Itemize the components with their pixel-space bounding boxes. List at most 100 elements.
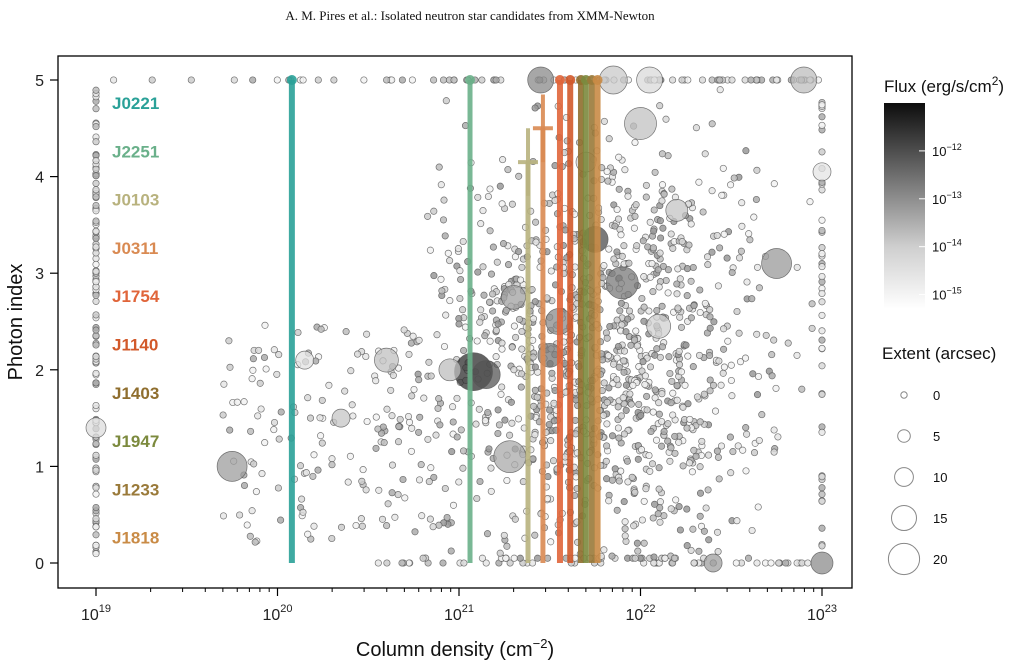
- x-tick-label: 1019: [81, 603, 111, 624]
- extent-legend-circle: [891, 505, 917, 531]
- source-point: [633, 242, 641, 250]
- source-point: [527, 66, 555, 94]
- source-point: [92, 193, 100, 201]
- source-point: [750, 213, 758, 221]
- source-point: [440, 342, 449, 351]
- source-point: [435, 521, 443, 529]
- source-point: [688, 468, 696, 476]
- candidate-labels: J0221 J2251 J0103 J0311 J1754 J1140 J1403 J1947…: [112, 94, 160, 548]
- source-point: [92, 484, 100, 492]
- source-point: [640, 273, 648, 281]
- source-point: [653, 345, 661, 353]
- source-point: [310, 451, 318, 459]
- source-point: [92, 503, 100, 512]
- source-point: [641, 380, 649, 389]
- source-point: [818, 490, 826, 498]
- source-point: [432, 431, 440, 439]
- source-point: [675, 438, 683, 446]
- source-point: [110, 76, 118, 84]
- flux-colorbar: [884, 103, 925, 309]
- source-point: [673, 290, 681, 298]
- source-point: [618, 321, 626, 329]
- source-point: [724, 337, 732, 345]
- x-tick-label: 1020: [262, 603, 292, 624]
- source-point: [92, 490, 100, 498]
- source-point: [648, 260, 656, 268]
- source-point: [479, 207, 487, 215]
- source-point: [388, 461, 397, 469]
- source-point: [665, 353, 673, 361]
- source-point: [354, 350, 362, 358]
- source-point: [613, 205, 621, 214]
- source-point: [715, 357, 723, 365]
- source-point: [631, 212, 639, 220]
- source-point: [459, 237, 467, 246]
- source-point: [383, 76, 391, 84]
- source-point: [665, 199, 689, 222]
- source-point: [374, 347, 399, 373]
- source-point: [233, 398, 241, 406]
- source-point: [248, 375, 256, 383]
- source-point: [439, 216, 448, 224]
- extent-legend-title: Extent (arcsec): [882, 344, 996, 363]
- source-point: [660, 190, 668, 198]
- source-point: [603, 442, 611, 450]
- source-point: [92, 123, 100, 131]
- source-point: [662, 115, 670, 123]
- source-point: [344, 478, 352, 486]
- candidate-markers: [286, 75, 603, 563]
- source-point: [620, 242, 628, 250]
- source-point: [240, 398, 248, 406]
- candidate-marker-j2251: [465, 75, 476, 85]
- source-point: [352, 521, 360, 530]
- source-point: [529, 353, 537, 361]
- source-point: [662, 276, 670, 285]
- source-point: [92, 440, 100, 448]
- source-point: [318, 396, 326, 404]
- source-point: [656, 249, 664, 257]
- source-point: [655, 283, 663, 291]
- source-point: [485, 445, 493, 453]
- source-point: [818, 362, 826, 370]
- source-point: [460, 559, 468, 567]
- source-point: [651, 386, 659, 394]
- source-point: [494, 406, 502, 414]
- source-point: [325, 381, 333, 389]
- source-point: [605, 135, 613, 143]
- source-point: [318, 439, 326, 447]
- source-point: [603, 398, 611, 406]
- source-point: [487, 487, 495, 495]
- source-point: [530, 402, 538, 410]
- source-point: [679, 403, 687, 411]
- source-point: [240, 481, 249, 490]
- source-point: [628, 473, 636, 481]
- source-point: [720, 345, 728, 353]
- source-point: [677, 368, 685, 376]
- source-point: [415, 336, 423, 344]
- source-point: [613, 354, 621, 362]
- source-point: [330, 76, 338, 84]
- y-tick-label: 4: [35, 170, 44, 187]
- source-point: [753, 330, 761, 338]
- source-point: [443, 513, 451, 522]
- source-point: [226, 363, 234, 371]
- candidate-marker-j1754: [554, 75, 565, 85]
- source-point: [818, 428, 826, 436]
- source-point: [746, 236, 754, 244]
- source-point: [498, 383, 506, 391]
- source-point: [638, 367, 646, 375]
- source-point: [296, 462, 305, 470]
- source-point: [508, 200, 516, 208]
- source-point: [496, 182, 504, 190]
- source-point: [331, 408, 351, 428]
- source-point: [736, 358, 745, 366]
- source-point: [534, 554, 542, 562]
- source-point: [793, 263, 801, 271]
- source-point: [598, 65, 628, 95]
- source-point: [92, 297, 100, 305]
- source-point: [649, 288, 657, 296]
- source-point: [701, 150, 709, 158]
- source-point: [770, 448, 778, 456]
- source-point: [668, 185, 676, 193]
